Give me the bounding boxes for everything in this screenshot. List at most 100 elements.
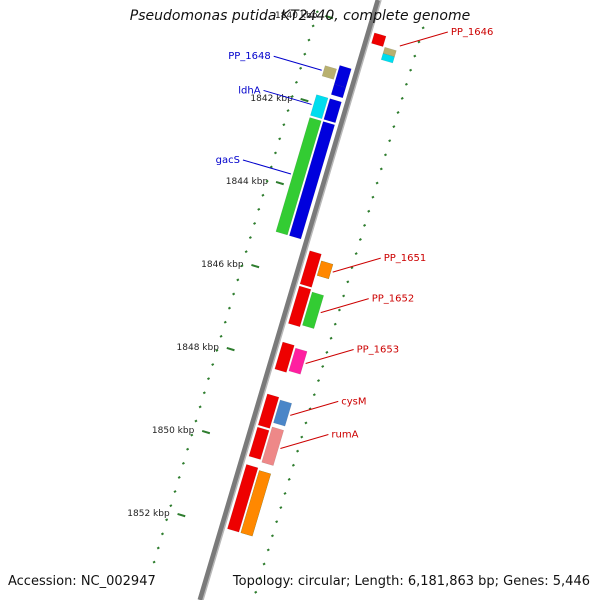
- guide-dot: [291, 463, 295, 467]
- guide-dot: [307, 38, 311, 42]
- tick-1852: [177, 513, 186, 518]
- guide-dot: [300, 435, 304, 439]
- guide-dot: [375, 181, 379, 185]
- gene-feature-14: [288, 285, 312, 328]
- guide-dot: [240, 264, 244, 268]
- guide-dot: [283, 492, 287, 495]
- guide-dot: [321, 365, 325, 368]
- leader-ldha: [263, 89, 312, 105]
- gene-feature-6: [289, 121, 336, 240]
- guide-dot: [354, 252, 358, 256]
- guide-dot: [294, 80, 298, 84]
- guide-dot: [275, 520, 279, 524]
- accession-text: Accession: NC_002947: [8, 574, 156, 589]
- guide-dot: [227, 306, 231, 310]
- map-title: Pseudomonas putida KT2440, complete geno…: [129, 8, 471, 24]
- gene-labels: PP_1648 ldhA gacS PP_1646 PP_1651 PP_1652 PP_1…: [216, 27, 494, 450]
- guide-dot: [396, 111, 400, 114]
- guide-dot: [265, 179, 269, 183]
- leader-pp_1653: [305, 348, 354, 364]
- guide-dot: [296, 449, 300, 453]
- backbone-highlight: [202, 0, 382, 600]
- gene-feature-11: [316, 260, 334, 280]
- guide-dot: [270, 534, 274, 538]
- guide-dot: [367, 209, 371, 213]
- guide-dot: [169, 504, 173, 508]
- guide-dot: [329, 336, 333, 340]
- gene-ldha: [310, 94, 329, 120]
- genome-summary: Topology: circular; Length: 6,181,863 bp…: [232, 574, 590, 589]
- guide-dot: [311, 24, 315, 28]
- gene-label-ldha: ldhA: [238, 85, 260, 96]
- guide-dot: [198, 405, 202, 409]
- tick-1840: [324, 15, 334, 20]
- gene-label-cysm: cysM: [341, 396, 366, 407]
- guide-dot: [278, 137, 282, 141]
- guide-dot: [287, 477, 291, 481]
- guide-dot: [304, 421, 308, 425]
- tick-label-1852: 1852 kbp: [127, 509, 170, 519]
- guide-dot: [177, 475, 181, 479]
- gene-label-pp_1651: PP_1651: [384, 253, 427, 264]
- tick-label-1840: 1840 kbp: [275, 11, 318, 21]
- tick-label-1848: 1848 kbp: [177, 343, 220, 353]
- guide-dot: [269, 165, 273, 169]
- tick-1844: [275, 181, 284, 186]
- guide-dot: [186, 447, 190, 451]
- guide-dot: [413, 54, 417, 58]
- gene-ruma: [261, 426, 285, 466]
- tick-1842: [300, 98, 309, 103]
- gene-feature-21: [227, 464, 259, 533]
- guide-dot: [254, 590, 258, 594]
- guide-dot: [257, 207, 261, 211]
- guide-dot: [312, 393, 316, 397]
- gene-pp_1648: [321, 65, 337, 80]
- guide-dot: [363, 223, 367, 227]
- gene-feature-20: [248, 426, 270, 460]
- gene-pp_1646: [371, 32, 387, 47]
- gene-feature-2: [330, 83, 347, 99]
- gene-label-pp_1646: PP_1646: [451, 27, 494, 38]
- guide-dot: [350, 266, 354, 270]
- gene-feature-9: [380, 53, 395, 64]
- guide-dot: [261, 193, 265, 197]
- tick-label-1846: 1846 kbp: [201, 260, 244, 270]
- gene-cysm: [273, 399, 293, 427]
- guide-dot: [417, 40, 421, 44]
- guide-dot: [190, 433, 194, 437]
- guide-dot: [286, 109, 290, 113]
- guide-dot: [232, 292, 236, 296]
- gene-label-gacs: gacS: [216, 155, 240, 166]
- guide-dot: [421, 26, 425, 30]
- guide-dot: [371, 195, 375, 199]
- gene-label-pp_1648: PP_1648: [228, 51, 271, 62]
- guide-dot: [388, 139, 392, 143]
- leader-ruma: [280, 434, 329, 450]
- guide-dot: [253, 221, 257, 225]
- guide-dot: [383, 153, 387, 157]
- leader-pp_1652: [320, 298, 369, 314]
- tick-label-1844: 1844 kbp: [226, 177, 269, 187]
- guide-dot: [244, 250, 248, 254]
- leader-pp_1648: [273, 55, 322, 71]
- guide-dot: [211, 363, 215, 367]
- gene-feature-4: [323, 98, 342, 124]
- guide-dot: [409, 68, 413, 72]
- guide-dot: [299, 66, 303, 70]
- guide-dot: [194, 419, 198, 423]
- guide-dot: [160, 532, 164, 536]
- guide-dot: [266, 548, 270, 552]
- leader-gacs: [242, 159, 292, 175]
- guide-dot: [316, 379, 321, 383]
- guide-dot: [152, 560, 156, 564]
- guide-dot: [248, 236, 252, 240]
- guide-dot: [346, 280, 350, 284]
- gene-pp_1653: [288, 347, 308, 375]
- guide-dot: [165, 518, 169, 522]
- gene-feature-1: [333, 65, 352, 88]
- gene-feature-18: [257, 393, 280, 429]
- gene-features: [227, 32, 397, 537]
- guide-dot: [290, 95, 294, 98]
- tick-label-1842: 1842 kbp: [250, 94, 293, 104]
- leader-pp_1651: [332, 257, 381, 273]
